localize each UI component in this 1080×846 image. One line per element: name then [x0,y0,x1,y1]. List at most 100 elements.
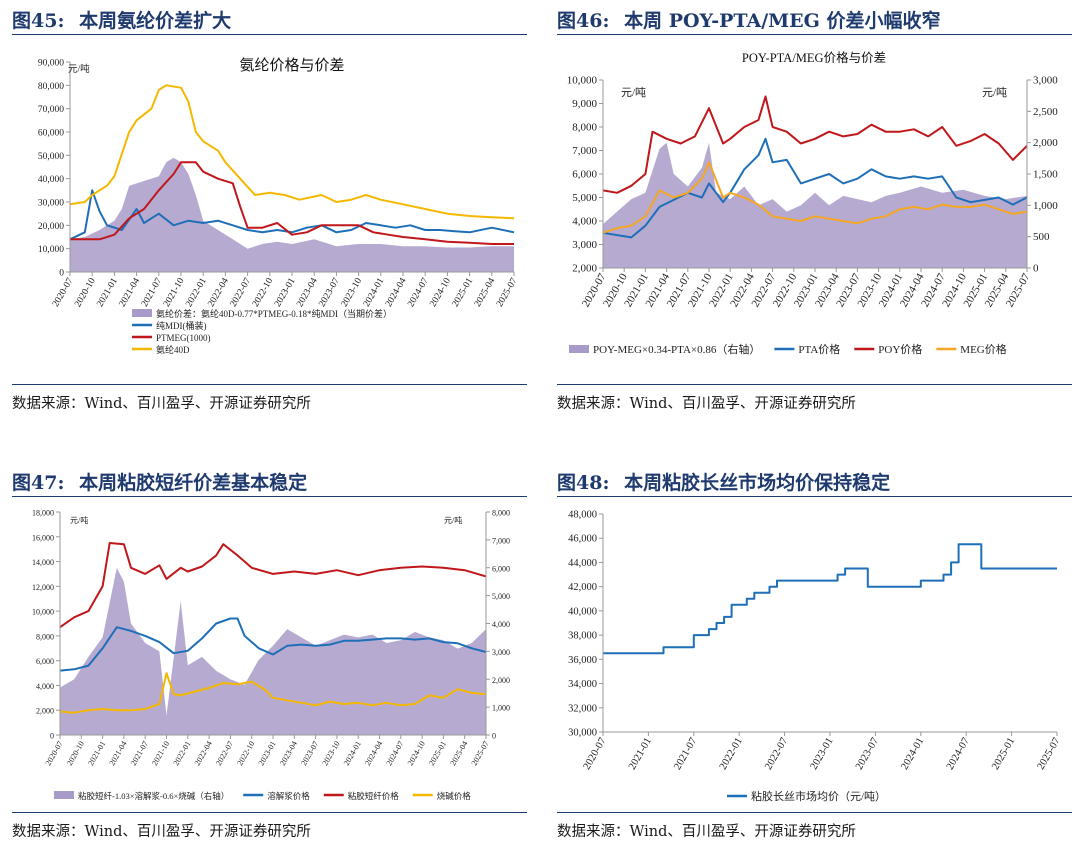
y-tick-label: 0 [59,269,64,279]
series-area-0 [70,157,514,272]
series-line-2 [59,542,487,629]
y-tick-label: 14,000 [32,558,54,567]
panel-title: 图45: 本周氨纶价差扩大 [12,6,231,33]
y-tick-label-right: 4,000 [492,620,510,629]
y-tick-label: 30,000 [568,728,597,739]
x-tick-label: 2023-07 [299,740,320,768]
y-axis-unit-right: 元/吨 [982,86,1007,99]
x-tick-label: 2025-07 [495,276,520,309]
y-tick-label-right: 8,000 [492,509,510,518]
legend-entry: POY价格 [854,342,922,356]
x-tick-label: 2023-10 [321,740,342,768]
x-tick-label: 2025-04 [448,740,469,768]
legend-label: 氨纶40D [156,344,190,355]
legend-swatch [132,309,152,317]
y-axis-unit: 元/吨 [68,63,90,75]
source-text: 数据来源：Wind、百川盈孚、开源证券研究所 [12,824,311,840]
y-tick-label: 70,000 [38,105,64,115]
y-tick-label: 0 [50,732,54,741]
title-rule [12,34,527,35]
figure-title: 本周 POY-PTA/MEG 价差小幅收窄 [624,10,941,32]
y-tick-label-right: 2,000 [1033,137,1058,149]
x-tick-label: 2022-07 [214,740,235,768]
x-tick-label: 2022-01 [171,740,192,768]
legend-label: 氨纶价差：氨纶40D-0.77*PTMEG-0.18*纯MDI（当期价差） [156,308,392,319]
legend-label: 溶解浆价格 [267,791,310,801]
figure-title: 本周粘胶短纤价差基本稳定 [79,472,308,494]
series-line-0 [603,543,1057,655]
y-tick-label: 16,000 [32,533,54,542]
x-tick-label: 2021-07 [129,740,150,768]
y-tick-label-right: 2,000 [492,676,510,685]
y-tick-label-right: 5,000 [492,592,510,601]
x-tick-label: 2024-07 [384,740,405,768]
legend-entry: 烧碱价格 [412,791,471,801]
title-rule [557,34,1072,35]
chart-fig48: 30,000 32,000 34,000 36,000 38,000 40,000 42,0… [568,510,1062,804]
series-line-1 [59,617,487,672]
series-line-2 [602,95,1028,194]
x-tick-label: 2023-01 [273,276,298,309]
legend-label: 粘胶长丝市场均价（元/吨） [751,789,886,803]
legend-label: PTMEG(1000) [156,333,211,343]
title-rule [12,496,527,497]
legend-entry: 氨纶价差：氨纶40D-0.77*PTMEG-0.18*纯MDI（当期价差） [132,308,392,319]
x-tick-label: 2023-04 [278,740,299,768]
chart-title: 氨纶价格与价差 [239,57,344,74]
legend-label: POY-MEG×0.34-PTA×0.86（右轴） [593,342,760,356]
x-tick-label: 2024-10 [406,740,427,768]
y-tick-label-right: 3,000 [1033,75,1058,87]
x-tick-label: 2022-01 [718,736,745,772]
legend-entry: 粘胶短纤-1.03×溶解浆-0.6×烧碱（右轴） [54,791,229,801]
x-tick-label: 2024-01 [342,740,363,768]
x-tick-label: 2022-07 [763,736,790,772]
x-tick-label: 2025-01 [451,276,476,309]
panel-fig48: 图48: 本周粘胶长丝市场均价保持稳定 30,000 32,000 34,000 36… [557,462,1077,846]
x-tick-label: 2020-07 [582,736,609,772]
y-tick-label: 3,000 [572,239,597,251]
y-tick-label-right: 6,000 [492,564,510,573]
chart-fig46: 2,000 3,000 4,000 5,000 6,000 7,000 8,000 9,000… [567,50,1059,356]
x-tick-label: 2021-04 [108,740,129,768]
panel-title: 图47: 本周粘胶短纤价差基本稳定 [12,468,307,495]
y-tick-label: 18,000 [32,509,54,518]
x-tick-label: 2022-07 [229,276,254,309]
y-tick-label: 42,000 [568,582,597,593]
x-tick-label: 2021-01 [86,740,107,768]
legend-label: PTA价格 [798,342,840,356]
series-area-0 [60,567,486,735]
legend-entry: MEG价格 [936,342,1007,356]
x-tick-label: 2021-01 [96,276,121,309]
legend-entry: 粘胶短纤价格 [323,791,399,801]
y-tick-label: 46,000 [568,534,597,545]
x-tick-label: 2021-04 [118,276,143,309]
x-tick-label: 2025-04 [473,276,498,309]
panel-title: 图48: 本周粘胶长丝市场均价保持稳定 [557,468,890,495]
y-tick-label: 32,000 [568,703,597,714]
x-tick-label: 2020-07 [51,276,76,309]
y-tick-label: 60,000 [38,129,64,139]
legend-entry: POY-MEG×0.34-PTA×0.86（右轴） [569,342,760,356]
y-tick-label: 6,000 [572,169,597,181]
legend-label: MEG价格 [960,342,1006,356]
y-tick-label: 9,000 [572,98,597,110]
x-tick-label: 2024-10 [429,276,454,309]
series-area-0 [603,142,1027,268]
y-tick-label: 8,000 [36,632,54,641]
series-line-1 [602,137,1028,239]
y-tick-label-right: 1,000 [492,704,510,713]
figure-number: 图46: [557,10,610,32]
y-tick-label: 10,000 [32,608,54,617]
y-tick-label: 44,000 [568,558,597,569]
panel-fig46: 图46: 本周 POY-PTA/MEG 价差小幅收窄 2,000 3,000 4,0… [557,0,1077,420]
y-axis-unit: 元/吨 [621,86,646,99]
legend-entry: PTMEG(1000) [132,333,211,343]
x-tick-label: 2022-10 [235,740,256,768]
legend-entry: 纯MDI(桶装) [132,320,207,331]
y-tick-label-right: 0 [1033,263,1039,275]
y-tick-label: 30,000 [38,199,64,209]
x-tick-label: 2020-10 [73,276,98,309]
x-tick-label: 2023-04 [295,276,320,309]
y-tick-label: 12,000 [32,583,54,592]
legend-label: POY价格 [878,342,922,356]
